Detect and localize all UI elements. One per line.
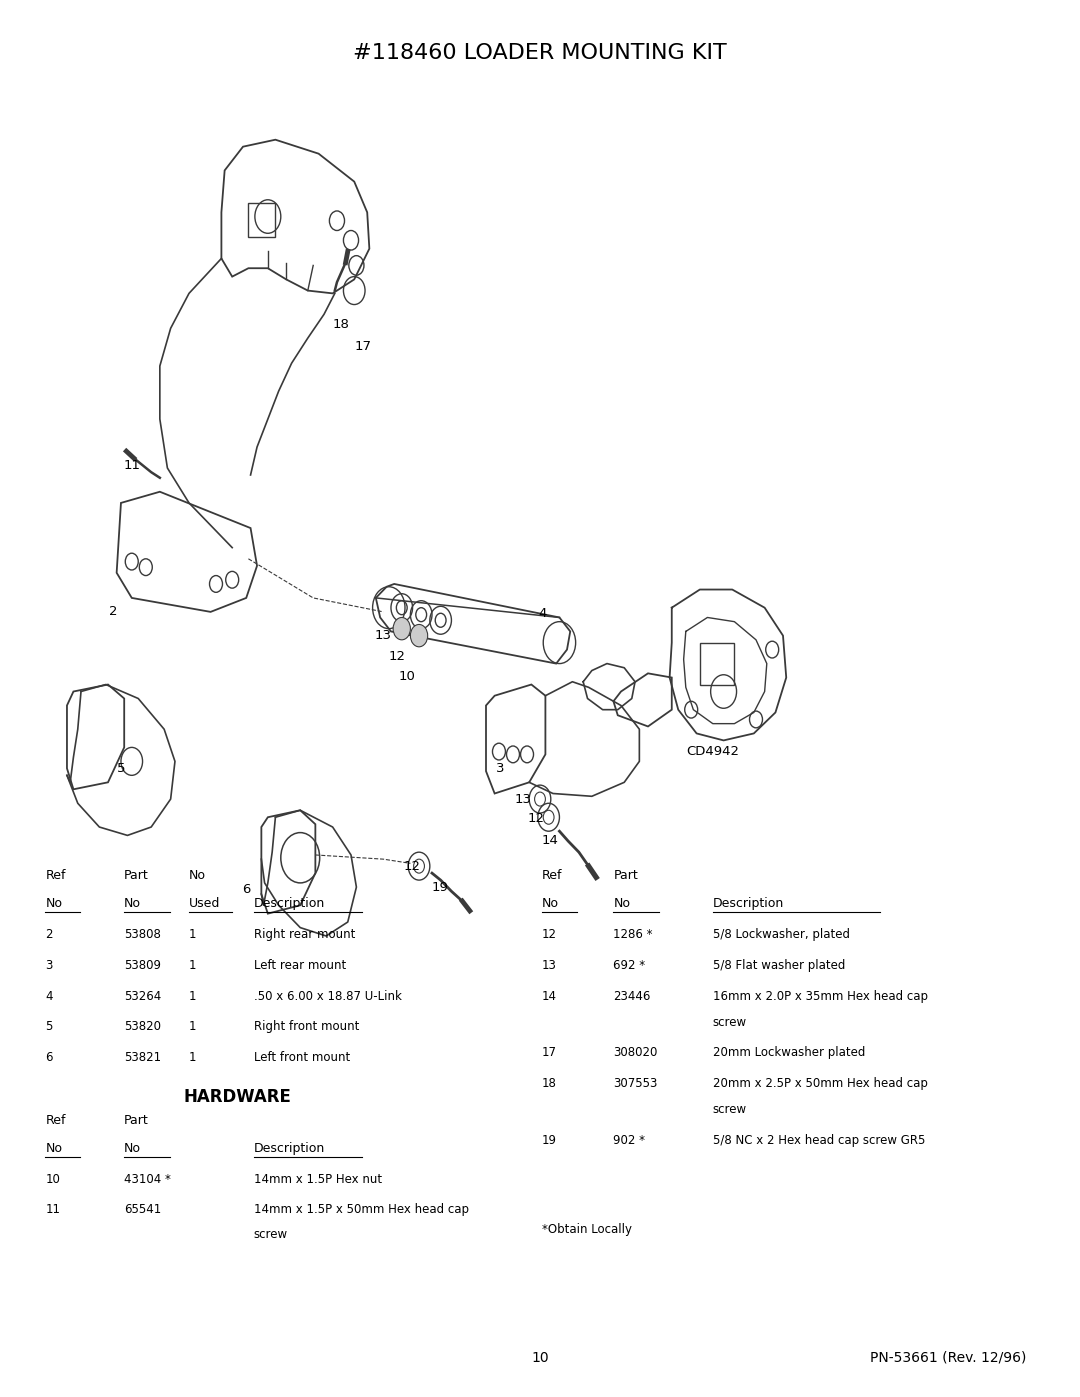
Text: 13: 13 — [542, 958, 557, 972]
Text: 65541: 65541 — [124, 1203, 161, 1217]
Text: 5: 5 — [117, 761, 125, 775]
Text: 1286 *: 1286 * — [613, 928, 653, 942]
Text: HARDWARE: HARDWARE — [184, 1088, 292, 1105]
Text: 23446: 23446 — [613, 989, 651, 1003]
Text: 6: 6 — [45, 1051, 53, 1065]
Text: 17: 17 — [542, 1046, 557, 1059]
Text: 11: 11 — [45, 1203, 60, 1217]
Text: 14: 14 — [542, 989, 557, 1003]
Text: 14mm x 1.5P x 50mm Hex head cap: 14mm x 1.5P x 50mm Hex head cap — [254, 1203, 469, 1217]
Text: 13: 13 — [514, 792, 531, 806]
Text: 13: 13 — [375, 629, 392, 643]
Text: 4: 4 — [45, 989, 53, 1003]
Text: 43104 *: 43104 * — [124, 1172, 171, 1186]
Text: 5: 5 — [45, 1020, 53, 1034]
Text: Part: Part — [124, 869, 149, 883]
Text: 19: 19 — [542, 1134, 557, 1147]
Text: 902 *: 902 * — [613, 1134, 646, 1147]
Text: 1: 1 — [189, 958, 197, 972]
Circle shape — [393, 617, 410, 640]
Text: 53820: 53820 — [124, 1020, 161, 1034]
Text: 12: 12 — [542, 928, 557, 942]
Text: Description: Description — [254, 897, 325, 911]
Text: screw: screw — [713, 1104, 747, 1116]
Text: 1: 1 — [189, 989, 197, 1003]
Text: 20mm Lockwasher plated: 20mm Lockwasher plated — [713, 1046, 865, 1059]
Text: 18: 18 — [542, 1077, 557, 1090]
Text: 692 *: 692 * — [613, 958, 646, 972]
Text: No: No — [45, 897, 63, 911]
Text: 20mm x 2.5P x 50mm Hex head cap: 20mm x 2.5P x 50mm Hex head cap — [713, 1077, 928, 1090]
Text: 308020: 308020 — [613, 1046, 658, 1059]
Text: 16mm x 2.0P x 35mm Hex head cap: 16mm x 2.0P x 35mm Hex head cap — [713, 989, 928, 1003]
Text: No: No — [45, 1141, 63, 1155]
Bar — [248, 203, 275, 237]
Text: Used: Used — [189, 897, 220, 911]
Text: .50 x 6.00 x 18.87 U-Link: .50 x 6.00 x 18.87 U-Link — [254, 989, 402, 1003]
Text: Left front mount: Left front mount — [254, 1051, 350, 1065]
Text: No: No — [542, 897, 559, 911]
Text: 17: 17 — [354, 339, 372, 353]
Text: Ref: Ref — [45, 869, 66, 883]
Text: screw: screw — [713, 1016, 747, 1028]
Text: 53821: 53821 — [124, 1051, 161, 1065]
Text: #118460 LOADER MOUNTING KIT: #118460 LOADER MOUNTING KIT — [353, 43, 727, 63]
Text: Ref: Ref — [45, 1113, 66, 1127]
Text: 6: 6 — [242, 883, 251, 897]
Text: 12: 12 — [404, 859, 421, 873]
Text: 1: 1 — [189, 928, 197, 942]
Text: 12: 12 — [527, 812, 544, 826]
Text: Part: Part — [613, 869, 638, 883]
Text: Right front mount: Right front mount — [254, 1020, 360, 1034]
Text: PN-53661 (Rev. 12/96): PN-53661 (Rev. 12/96) — [869, 1351, 1026, 1365]
Text: 4: 4 — [538, 606, 546, 620]
Text: Description: Description — [713, 897, 784, 911]
Text: 2: 2 — [45, 928, 53, 942]
Text: 14: 14 — [541, 834, 558, 848]
Text: screw: screw — [254, 1228, 288, 1241]
Text: 2: 2 — [109, 605, 118, 619]
Text: Ref: Ref — [542, 869, 563, 883]
Text: 1: 1 — [189, 1051, 197, 1065]
Text: 53808: 53808 — [124, 928, 161, 942]
Text: 18: 18 — [333, 317, 350, 331]
Text: 5/8 NC x 2 Hex head cap screw GR5: 5/8 NC x 2 Hex head cap screw GR5 — [713, 1134, 926, 1147]
Text: 10: 10 — [45, 1172, 60, 1186]
Text: CD4942: CD4942 — [686, 745, 740, 759]
Text: 5/8 Lockwasher, plated: 5/8 Lockwasher, plated — [713, 928, 850, 942]
Text: 10: 10 — [531, 1351, 549, 1365]
Text: 3: 3 — [45, 958, 53, 972]
Text: 5/8 Flat washer plated: 5/8 Flat washer plated — [713, 958, 846, 972]
Text: Left rear mount: Left rear mount — [254, 958, 346, 972]
Text: No: No — [189, 869, 206, 883]
Text: Part: Part — [124, 1113, 149, 1127]
Text: 307553: 307553 — [613, 1077, 658, 1090]
Text: 53264: 53264 — [124, 989, 161, 1003]
Text: 14mm x 1.5P Hex nut: 14mm x 1.5P Hex nut — [254, 1172, 382, 1186]
Text: 53809: 53809 — [124, 958, 161, 972]
Text: No: No — [124, 1141, 141, 1155]
Circle shape — [410, 624, 428, 647]
Text: 3: 3 — [496, 761, 504, 775]
Text: 11: 11 — [123, 458, 140, 472]
Text: Right rear mount: Right rear mount — [254, 928, 355, 942]
Text: 19: 19 — [431, 880, 448, 894]
Bar — [700, 643, 734, 685]
Text: No: No — [124, 897, 141, 911]
Text: 12: 12 — [389, 650, 406, 664]
Text: No: No — [613, 897, 631, 911]
Text: 1: 1 — [189, 1020, 197, 1034]
Text: 10: 10 — [399, 669, 416, 683]
Text: *Obtain Locally: *Obtain Locally — [542, 1222, 632, 1235]
Text: Description: Description — [254, 1141, 325, 1155]
